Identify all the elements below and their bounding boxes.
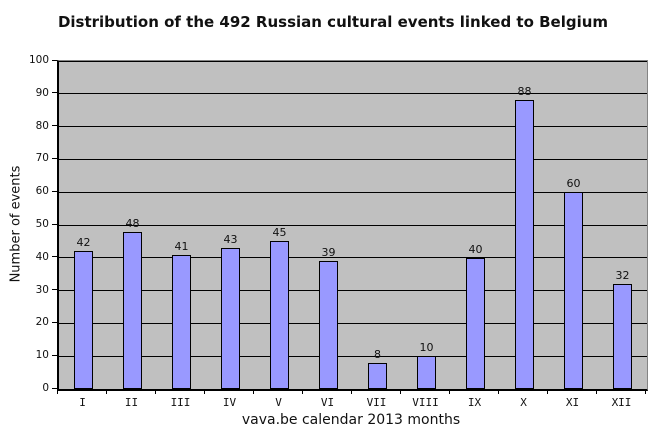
gridline [59, 93, 647, 95]
bar-band: 10 [402, 61, 451, 389]
x-axis-tick [106, 390, 107, 394]
y-axis-tick-label: 90 [35, 86, 49, 99]
x-axis-tick [155, 390, 156, 394]
gridline [59, 191, 647, 193]
x-axis-tick [449, 390, 450, 394]
y-axis-tick [52, 223, 57, 225]
bar-band: 45 [255, 61, 304, 389]
x-axis-tick [596, 390, 597, 394]
x-axis-tick [400, 390, 401, 394]
bar-band: 43 [206, 61, 255, 389]
x-axis-title: vava.be calendar 2013 months [241, 412, 461, 428]
y-axis-tick [52, 321, 57, 323]
bar-value-label: 42 [76, 236, 91, 250]
bar [564, 192, 583, 389]
y-axis-tick [52, 92, 57, 94]
bar-band: 48 [108, 61, 157, 389]
y-axis-tick-label: 70 [35, 152, 49, 165]
y-axis-tick [52, 125, 57, 127]
y-axis-tick-label: 10 [35, 349, 49, 362]
y-axis-tick [52, 256, 57, 258]
x-category-label: III [170, 396, 191, 409]
x-axis-tick [645, 390, 646, 394]
y-axis-tick-label: 40 [35, 250, 49, 263]
x-axis-tick [204, 390, 205, 394]
x-category-label: I [79, 396, 86, 409]
x-axis-tick [547, 390, 548, 394]
bar [74, 251, 93, 389]
x-axis-tick [253, 390, 254, 394]
bar-band: 88 [500, 61, 549, 389]
y-axis-tick-label: 0 [42, 382, 49, 394]
bar-value-label: 43 [223, 232, 238, 246]
x-axis-tick [351, 390, 352, 394]
y-axis-tick-label: 80 [35, 119, 49, 132]
y-axis-tick [52, 59, 57, 61]
x-category-label: X [520, 396, 527, 409]
bar-value-label: 40 [468, 242, 483, 256]
bar [368, 362, 387, 389]
bar-value-label: 32 [615, 269, 630, 283]
bar [221, 247, 240, 389]
y-axis-tick [52, 387, 57, 389]
bar-band: 41 [157, 61, 206, 389]
x-category-label: VI [320, 396, 335, 409]
y-axis-tick-label: 50 [35, 218, 49, 230]
bar [319, 261, 338, 389]
bar [515, 100, 534, 389]
gridline [59, 158, 647, 160]
bar-band: 40 [451, 61, 500, 389]
bar-band: 60 [549, 61, 598, 389]
bar-value-label: 39 [321, 246, 336, 260]
x-category-label: IX [467, 396, 482, 409]
x-axis-tick [57, 390, 58, 394]
x-category-label: IV [222, 396, 237, 409]
bar [613, 284, 632, 389]
gridline [59, 322, 647, 324]
y-axis-tick [52, 157, 57, 159]
y-axis-tick-label: 60 [35, 185, 49, 198]
y-axis-tick-label: 30 [35, 283, 49, 296]
y-axis-tick [52, 190, 57, 192]
x-category-label: II [124, 396, 139, 409]
x-category-label: XII [611, 396, 632, 409]
x-axis-tick [498, 390, 499, 394]
bar-value-label: 41 [174, 239, 189, 253]
chart-title: Distribution of the 492 Russian cultural… [57, 13, 609, 31]
x-category-label: V [275, 396, 282, 409]
x-category-label: XI [565, 396, 580, 409]
bar-band: 8 [353, 61, 402, 389]
bar-band: 42 [59, 61, 108, 389]
bar-value-label: 8 [374, 347, 381, 361]
gridline [59, 126, 647, 128]
bar-band: 32 [598, 61, 647, 389]
y-axis-tick-label: 20 [35, 316, 49, 329]
bar-band: 39 [304, 61, 353, 389]
bar [466, 257, 485, 389]
bar [172, 254, 191, 389]
bar-value-label: 48 [125, 216, 140, 230]
x-category-label: VII [366, 396, 387, 409]
x-category-label: VIII [412, 396, 439, 409]
bar [270, 241, 289, 389]
bar-value-label: 88 [517, 85, 532, 99]
gridline [59, 290, 647, 292]
bar [417, 356, 436, 389]
gridline [59, 355, 647, 357]
plot-area: 42 48 41 43 45 39 8 10 40 88 60 32 [57, 60, 648, 391]
bar-value-label: 45 [272, 226, 287, 240]
gridline [59, 60, 647, 62]
bar [123, 231, 142, 389]
y-axis-tick-label: 100 [28, 54, 49, 66]
y-axis-tick [52, 289, 57, 291]
bar-value-label: 60 [566, 177, 581, 191]
bar-value-label: 10 [419, 341, 434, 355]
gridline [59, 257, 647, 259]
gridline [59, 224, 647, 226]
y-axis-tick [52, 354, 57, 356]
x-axis-tick [302, 390, 303, 394]
